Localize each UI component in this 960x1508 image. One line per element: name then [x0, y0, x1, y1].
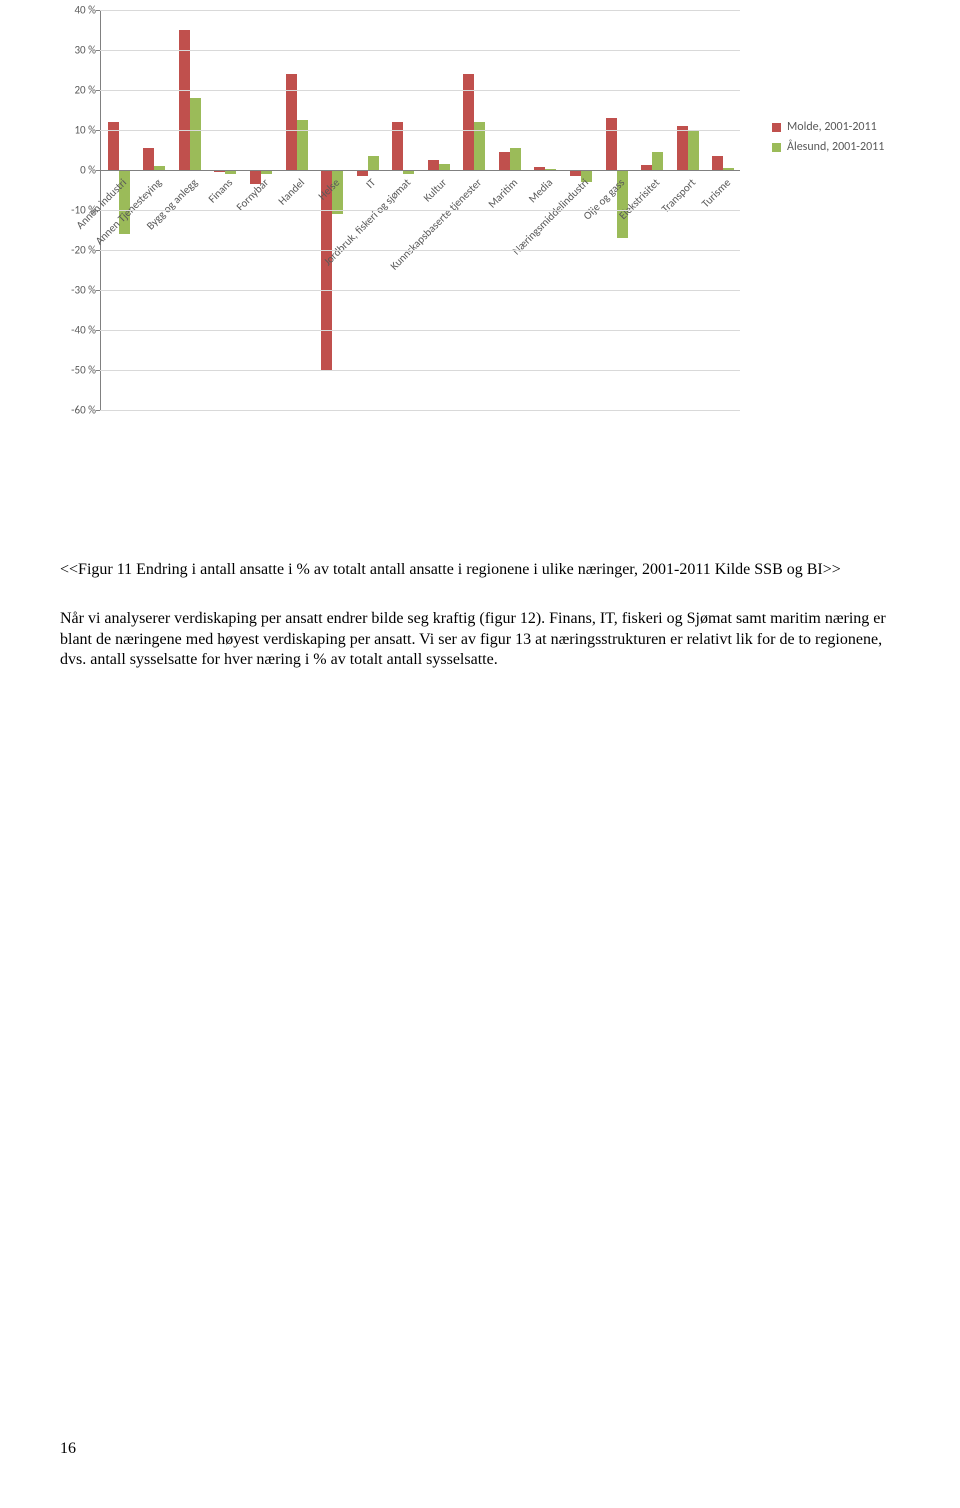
bar [179, 30, 190, 170]
bar [428, 160, 439, 170]
bar [297, 120, 308, 170]
tick-mark [96, 330, 100, 331]
tick-mark [96, 410, 100, 411]
bar [712, 156, 723, 170]
category-label: Handel [275, 176, 307, 208]
legend-item-alesund: Ålesund, 2001-2011 [772, 140, 884, 154]
tick-mark [96, 210, 100, 211]
bar [286, 74, 297, 170]
y-tick-label: 0 % [60, 164, 96, 177]
grid-line [100, 290, 740, 291]
y-tick-label: -60 % [60, 404, 96, 417]
tick-mark [96, 130, 100, 131]
grid-line [100, 210, 740, 211]
body-paragraph: Når vi analyserer verdiskaping per ansat… [60, 609, 900, 671]
y-tick-label: -40 % [60, 324, 96, 337]
grid-line [100, 130, 740, 131]
legend-label: Ålesund, 2001-2011 [787, 140, 884, 154]
bar [688, 130, 699, 170]
grid-line [100, 170, 740, 171]
page-number: 16 [60, 1440, 76, 1458]
category-label: Finans [206, 176, 235, 205]
legend-swatch-icon [772, 143, 781, 152]
y-tick-label: -20 % [60, 244, 96, 257]
tick-mark [96, 10, 100, 11]
y-tick-label: -50 % [60, 364, 96, 377]
grid-line [100, 410, 740, 411]
category-label: Media [526, 176, 555, 205]
grid-line [100, 50, 740, 51]
category-label: Maritim [485, 176, 520, 211]
tick-mark [96, 170, 100, 171]
legend-item-molde: Molde, 2001-2011 [772, 120, 884, 134]
category-label: Turisme [699, 176, 733, 210]
legend-swatch-icon [772, 123, 781, 132]
category-label: IT [363, 176, 378, 191]
y-tick-label: 30 % [60, 44, 96, 57]
legend: Molde, 2001-2011 Ålesund, 2001-2011 [760, 10, 884, 160]
bar [606, 118, 617, 170]
grid-line [100, 90, 740, 91]
tick-mark [96, 250, 100, 251]
bar [190, 98, 201, 170]
tick-mark [96, 370, 100, 371]
y-tick-label: 40 % [60, 4, 96, 17]
grid-line [100, 250, 740, 251]
y-tick-label: -30 % [60, 284, 96, 297]
tick-mark [96, 50, 100, 51]
bar [143, 148, 154, 170]
grid-line [100, 330, 740, 331]
tick-mark [96, 290, 100, 291]
legend-label: Molde, 2001-2011 [787, 120, 877, 134]
grid-line [100, 10, 740, 11]
bar [499, 152, 510, 170]
bar [652, 152, 663, 170]
bar [677, 126, 688, 170]
bar [368, 156, 379, 170]
page: Annen industriAnnen TjenesteyingBygg og … [0, 0, 960, 671]
y-tick-label: 10 % [60, 124, 96, 137]
bar-chart: Annen industriAnnen TjenesteyingBygg og … [60, 10, 760, 530]
y-tick-label: -10 % [60, 204, 96, 217]
category-label: Kultur [421, 176, 449, 204]
plot-area: Annen industriAnnen TjenesteyingBygg og … [100, 10, 740, 410]
bar [510, 148, 521, 170]
figure-caption: <<Figur 11 Endring i antall ansatte i % … [60, 560, 900, 581]
chart-container: Annen industriAnnen TjenesteyingBygg og … [60, 0, 900, 530]
y-tick-label: 20 % [60, 84, 96, 97]
bar [463, 74, 474, 170]
grid-line [100, 370, 740, 371]
tick-mark [96, 90, 100, 91]
